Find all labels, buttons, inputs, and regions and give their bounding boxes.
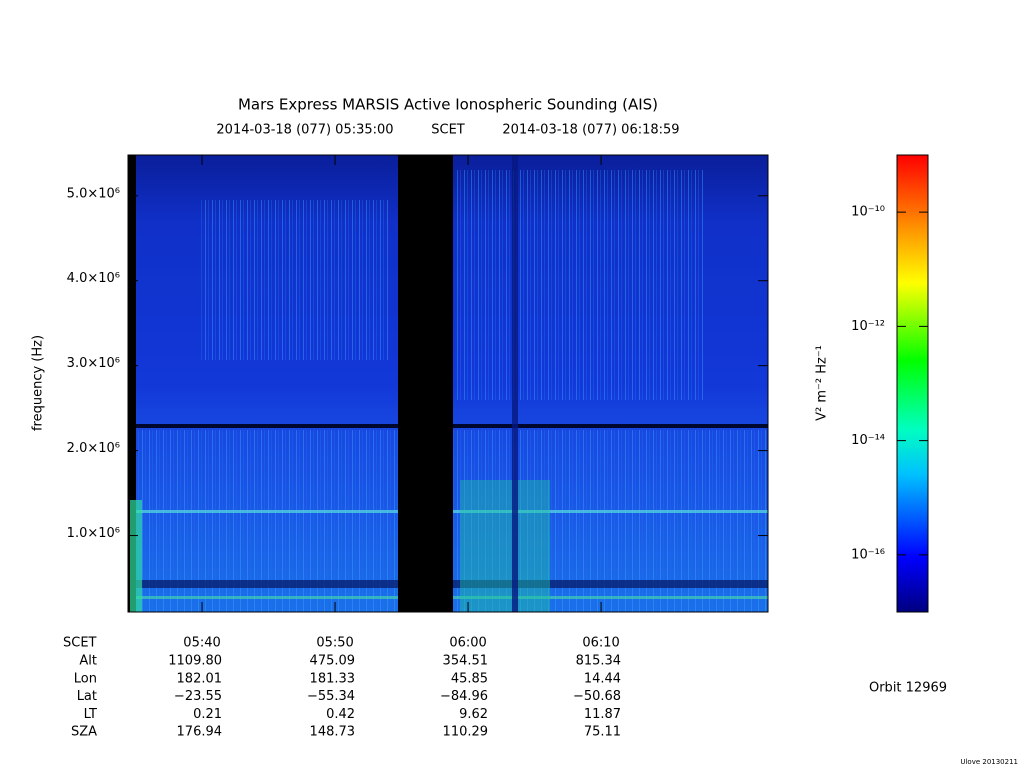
ephemeris-value: 9.62 xyxy=(459,707,488,722)
ephemeris-value: 1109.80 xyxy=(168,654,222,669)
chart-title: Mars Express MARSIS Active Ionospheric S… xyxy=(238,96,658,114)
ephemeris-value: 110.29 xyxy=(443,725,489,740)
colorbar-tick-label: 10⁻¹⁰ xyxy=(851,205,885,220)
colorbar-label: V² m⁻² Hz⁻¹ xyxy=(815,345,830,421)
colorbar-tick-label: 10⁻¹² xyxy=(851,319,885,334)
ephemeris-time-label: SCET xyxy=(63,636,97,651)
x-tick-label: 06:10 xyxy=(582,636,619,651)
orbit: Orbit 12969 xyxy=(869,681,947,696)
footer: Ulove 20130211 xyxy=(960,758,1018,766)
ephemeris-value: −50.68 xyxy=(573,689,621,704)
colorbar-tick-label: 10⁻¹⁶ xyxy=(851,547,885,562)
ephemeris-value: 176.94 xyxy=(177,725,223,740)
x-tick-label: 05:50 xyxy=(316,636,353,651)
colorbar-tick-label: 10⁻¹⁴ xyxy=(851,433,885,448)
start-time: 2014-03-18 (077) 05:35:00 xyxy=(216,123,393,138)
end-time: 2014-03-18 (077) 06:18:59 xyxy=(502,123,679,138)
time-system: SCET xyxy=(431,123,465,138)
ephemeris-value: 475.09 xyxy=(310,654,356,669)
colorbar xyxy=(896,154,929,613)
ephemeris-value: −84.96 xyxy=(440,689,488,704)
ephemeris-value: 0.21 xyxy=(193,707,222,722)
ephemeris-label: SZA xyxy=(71,725,97,740)
y-tick-label: 5.0×10⁶ xyxy=(67,186,120,201)
ephemeris-value: 11.87 xyxy=(584,707,621,722)
y-tick-label: 4.0×10⁶ xyxy=(67,271,120,286)
ephemeris-label: Lat xyxy=(77,689,97,704)
ephemeris-value: 75.11 xyxy=(584,725,621,740)
ephemeris-value: 45.85 xyxy=(451,671,488,686)
y-tick-label: 1.0×10⁶ xyxy=(67,526,120,541)
spectrogram xyxy=(128,155,768,612)
ephemeris-label: LT xyxy=(84,707,97,722)
y-tick-label: 3.0×10⁶ xyxy=(67,356,120,371)
y-tick-label: 2.0×10⁶ xyxy=(67,441,120,456)
plot-frame xyxy=(127,154,769,613)
ephemeris-value: 181.33 xyxy=(310,671,356,686)
ephemeris-value: 815.34 xyxy=(576,654,622,669)
x-tick-label: 06:00 xyxy=(449,636,486,651)
ephemeris-value: 14.44 xyxy=(584,671,621,686)
ephemeris-value: −23.55 xyxy=(174,689,222,704)
ephemeris-value: 0.42 xyxy=(326,707,355,722)
ephemeris-value: 148.73 xyxy=(310,725,356,740)
ephemeris-value: 354.51 xyxy=(443,654,489,669)
ephemeris-label: Alt xyxy=(79,654,97,669)
y-axis-label: frequency (Hz) xyxy=(31,335,46,431)
x-tick-label: 05:40 xyxy=(183,636,220,651)
ephemeris-value: 182.01 xyxy=(177,671,223,686)
ephemeris-label: Lon xyxy=(74,671,97,686)
ephemeris-value: −55.34 xyxy=(307,689,355,704)
